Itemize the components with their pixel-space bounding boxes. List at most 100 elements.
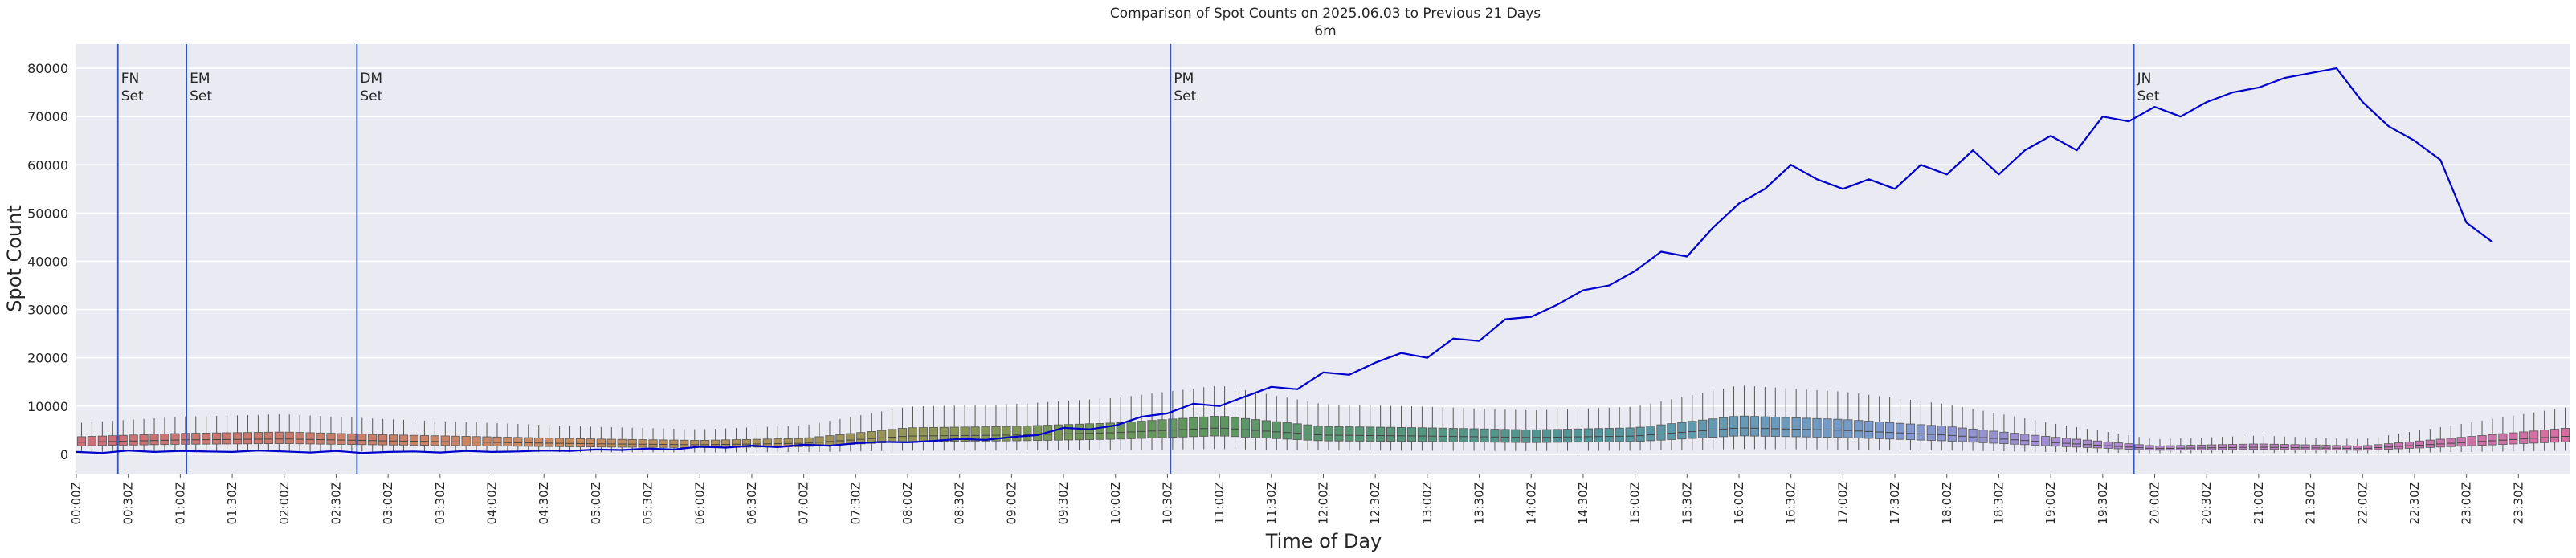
box bbox=[596, 438, 606, 448]
x-tick-label: 08:00Z bbox=[900, 482, 915, 525]
box bbox=[1646, 426, 1655, 442]
y-axis: 0 10000 20000 30000 40000 50000 60000 70000 8000… bbox=[27, 61, 68, 462]
x-tick-label: 05:00Z bbox=[589, 482, 603, 525]
x-tick-label: 04:30Z bbox=[537, 482, 551, 525]
box bbox=[1074, 423, 1084, 441]
box bbox=[2010, 433, 2019, 445]
x-tick-label: 03:00Z bbox=[381, 482, 395, 525]
chart-title: Comparison of Spot Counts on 2025.06.03 … bbox=[1110, 6, 1541, 22]
box bbox=[888, 429, 897, 443]
box bbox=[191, 433, 201, 445]
x-tick-label: 10:00Z bbox=[1108, 482, 1123, 525]
box bbox=[2207, 444, 2217, 450]
box bbox=[1843, 419, 1853, 438]
box bbox=[545, 438, 554, 447]
x-tick-label: 20:00Z bbox=[2148, 482, 2162, 525]
box bbox=[2155, 445, 2165, 451]
box bbox=[1386, 426, 1396, 442]
box bbox=[1303, 424, 1312, 441]
box bbox=[1178, 417, 1188, 438]
box bbox=[170, 433, 180, 445]
line-layer bbox=[76, 67, 2493, 454]
box bbox=[212, 432, 222, 445]
set-marker-label: FN bbox=[121, 71, 140, 87]
box bbox=[1854, 420, 1864, 438]
box bbox=[398, 434, 409, 446]
box bbox=[1542, 429, 1552, 443]
box bbox=[1937, 426, 1946, 442]
box bbox=[97, 435, 107, 446]
box bbox=[1688, 421, 1697, 439]
x-tick-label: 18:00Z bbox=[1940, 482, 1954, 525]
x-tick-label: 14:00Z bbox=[1524, 482, 1538, 525]
x-tick-label: 02:00Z bbox=[277, 482, 292, 525]
box bbox=[1480, 428, 1489, 443]
x-tick-label: 04:00Z bbox=[485, 482, 500, 525]
box bbox=[316, 432, 325, 445]
box bbox=[1417, 427, 1427, 442]
box bbox=[1272, 421, 1281, 439]
box bbox=[451, 435, 460, 446]
box bbox=[440, 435, 450, 446]
x-tick-label: 19:30Z bbox=[2096, 482, 2110, 525]
box bbox=[2363, 445, 2373, 451]
box bbox=[1230, 417, 1240, 438]
box bbox=[1189, 417, 1198, 438]
box bbox=[2529, 430, 2539, 444]
x-tick-label: 07:00Z bbox=[797, 482, 811, 525]
y-tick-label: 80000 bbox=[27, 61, 68, 76]
box bbox=[1366, 426, 1375, 442]
box bbox=[2259, 443, 2268, 450]
box bbox=[2280, 444, 2289, 450]
box bbox=[1760, 416, 1770, 437]
set-marker-label: EM bbox=[190, 71, 210, 87]
set-marker-label: Set bbox=[121, 88, 144, 104]
box bbox=[1469, 428, 1479, 442]
box bbox=[1500, 429, 1510, 443]
box bbox=[981, 426, 990, 442]
box bbox=[1802, 417, 1811, 438]
box bbox=[1220, 416, 1230, 437]
box bbox=[2092, 440, 2102, 449]
box bbox=[1002, 426, 1011, 442]
box bbox=[378, 434, 388, 446]
box bbox=[2290, 444, 2300, 450]
x-tick-label: 09:30Z bbox=[1056, 482, 1071, 525]
x-tick-label: 06:00Z bbox=[692, 482, 707, 525]
box bbox=[1656, 424, 1666, 441]
box bbox=[1063, 424, 1074, 441]
box bbox=[1459, 428, 1468, 442]
spot-count-line bbox=[76, 67, 2493, 454]
box bbox=[659, 439, 668, 448]
x-tick-label: 05:30Z bbox=[641, 482, 655, 525]
box bbox=[1345, 426, 1354, 442]
x-tick-label: 23:30Z bbox=[2511, 482, 2525, 525]
box bbox=[2519, 431, 2529, 444]
box bbox=[1376, 426, 1386, 442]
x-tick-label: 17:00Z bbox=[1835, 482, 1850, 525]
box bbox=[253, 432, 263, 445]
set-marker-label: Set bbox=[2137, 88, 2160, 104]
box bbox=[419, 435, 429, 446]
box bbox=[1770, 417, 1780, 437]
box bbox=[1875, 422, 1884, 439]
y-tick-label: 0 bbox=[60, 447, 68, 462]
x-tick-label: 12:00Z bbox=[1317, 482, 1331, 525]
box bbox=[524, 437, 533, 447]
box bbox=[949, 426, 959, 442]
box bbox=[2238, 443, 2248, 450]
box bbox=[305, 432, 315, 445]
box bbox=[1334, 426, 1344, 442]
box bbox=[1261, 420, 1271, 439]
box bbox=[2498, 433, 2508, 445]
box bbox=[263, 431, 273, 445]
box-layer bbox=[76, 385, 2570, 454]
x-tick-label: 21:00Z bbox=[2251, 482, 2266, 525]
box bbox=[638, 439, 647, 448]
box bbox=[274, 431, 284, 444]
box bbox=[513, 437, 523, 447]
box bbox=[118, 434, 128, 446]
chart-subtitle: 6m bbox=[1314, 23, 1336, 39]
